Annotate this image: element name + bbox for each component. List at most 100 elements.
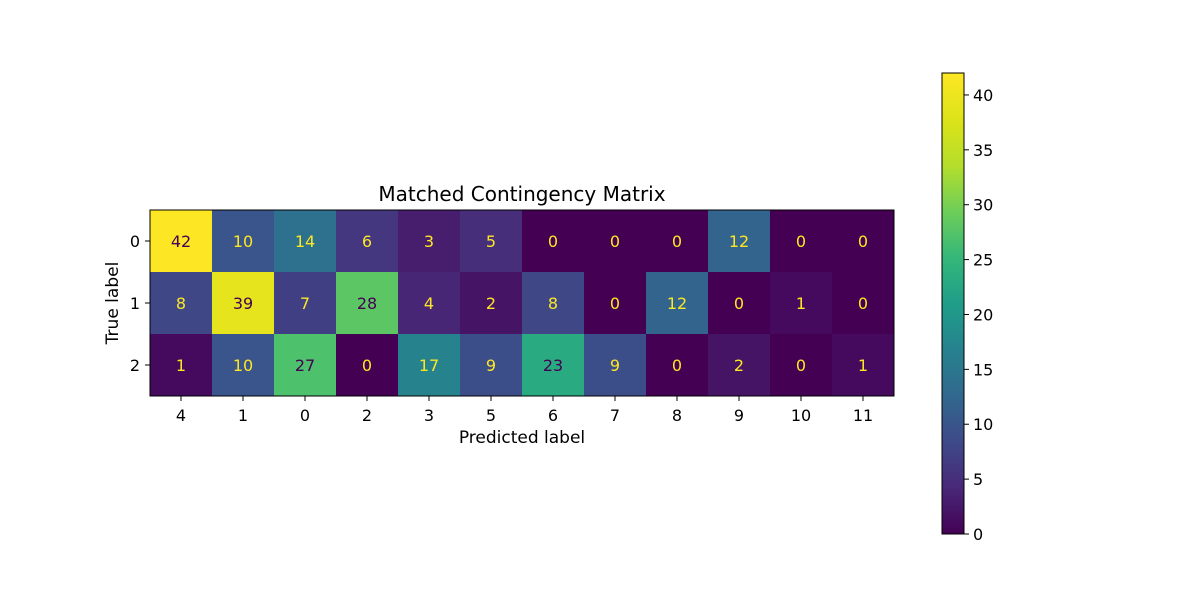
heatmap-cell: [522, 272, 584, 334]
cell-value-label: 8: [548, 294, 558, 313]
x-tick-label: 5: [486, 406, 496, 425]
heatmap-cell: [212, 272, 274, 334]
cell-value-label: 2: [486, 294, 496, 313]
heatmap-cell: [584, 334, 646, 396]
cell-value-label: 0: [672, 232, 682, 251]
y-tick-label: 2: [130, 356, 140, 375]
cell-value-label: 0: [858, 294, 868, 313]
heatmap-cell: [212, 210, 274, 272]
cell-value-label: 23: [543, 356, 563, 375]
heatmap-cell: [274, 210, 336, 272]
y-axis-label: True label: [103, 262, 123, 346]
heatmap-cells: 42 10 14 6 3 5 0 0 0 12 0 08 39 7 28 4 2 8 0 12 0 1 01 10 27 0 17 9…: [150, 210, 894, 396]
colorbar-tick-label: 10: [973, 415, 993, 434]
cell-value-label: 10: [233, 232, 253, 251]
cell-value-label: 0: [362, 356, 372, 375]
heatmap-cell: [150, 334, 212, 396]
colorbar-frame: [941, 72, 965, 535]
x-tick-label: 1: [238, 406, 248, 425]
cell-value-label: 0: [610, 294, 620, 313]
heatmap-cell: [522, 334, 584, 396]
cell-value-label: 7: [300, 294, 310, 313]
x-tick-label: 0: [300, 406, 310, 425]
x-tick-label: 2: [362, 406, 372, 425]
cell-value-label: 0: [548, 232, 558, 251]
heatmap-cell: [398, 210, 460, 272]
heatmap-cell: [646, 272, 708, 334]
heatmap-cell: [646, 210, 708, 272]
heatmap-cell: [708, 210, 770, 272]
x-tick-label: 7: [610, 406, 620, 425]
heatmap-cell: [708, 334, 770, 396]
heatmap-cell: [832, 334, 894, 396]
y-axis: 0 1 2: [130, 232, 150, 375]
colorbar-gradient: [942, 73, 964, 534]
colorbar-tick-label: 5: [973, 470, 983, 489]
cell-value-label: 0: [610, 232, 620, 251]
heatmap-cell: [708, 272, 770, 334]
heatmap-cell: [336, 272, 398, 334]
heatmap-cell: [398, 334, 460, 396]
x-tick-label: 6: [548, 406, 558, 425]
cell-value-label: 9: [486, 356, 496, 375]
heatmap-cell: [460, 334, 522, 396]
colorbar-tick-label: 30: [973, 196, 993, 215]
heatmap-cell: [460, 272, 522, 334]
heatmap-cell: [832, 210, 894, 272]
colorbar-tick-label: 40: [973, 86, 993, 105]
heatmap-cell: [522, 210, 584, 272]
cell-value-label: 2: [734, 356, 744, 375]
cell-value-label: 0: [672, 356, 682, 375]
heatmap-cell: [150, 272, 212, 334]
cell-value-label: 3: [424, 232, 434, 251]
colorbar-tick-label: 0: [973, 525, 983, 544]
cell-value-label: 9: [610, 356, 620, 375]
cell-value-label: 8: [176, 294, 186, 313]
x-tick-label: 10: [791, 406, 811, 425]
x-axis: 4 1 0 2 3 5 6 7 8 9 10 11: [176, 396, 873, 425]
heatmap-cell: [398, 272, 460, 334]
colorbar-tick-label: 20: [973, 305, 993, 324]
colorbar-tick-label: 15: [973, 360, 993, 379]
heatmap-cell: [460, 210, 522, 272]
cell-value-label: 4: [424, 294, 434, 313]
cell-value-label: 14: [295, 232, 315, 251]
cell-value-label: 12: [729, 232, 749, 251]
heatmap-cell: [150, 210, 212, 272]
heatmap-cell: [584, 210, 646, 272]
cell-value-label: 28: [357, 294, 377, 313]
heatmap-cell: [212, 334, 274, 396]
heatmap-cell: [274, 272, 336, 334]
heatmap-cell: [336, 210, 398, 272]
heatmap-cell: [646, 334, 708, 396]
cell-value-label: 0: [858, 232, 868, 251]
cell-value-label: 1: [796, 294, 806, 313]
x-axis-label: Predicted label: [459, 428, 585, 448]
heatmap-cell: [770, 334, 832, 396]
heatmap-cell: [336, 334, 398, 396]
heatmap-cell: [770, 272, 832, 334]
cell-value-label: 0: [796, 356, 806, 375]
x-tick-label: 9: [734, 406, 744, 425]
cell-value-label: 17: [419, 356, 439, 375]
colorbar-tick-label: 25: [973, 251, 993, 270]
heatmap-cell: [274, 334, 336, 396]
cell-value-label: 42: [171, 232, 191, 251]
cell-value-label: 0: [796, 232, 806, 251]
heatmap-cell: [584, 272, 646, 334]
y-tick-label: 0: [130, 232, 140, 251]
y-tick-label: 1: [130, 294, 140, 313]
cell-value-label: 27: [295, 356, 315, 375]
colorbar-tick-label: 35: [973, 141, 993, 160]
cell-value-label: 10: [233, 356, 253, 375]
x-tick-label: 4: [176, 406, 186, 425]
cell-value-label: 1: [858, 356, 868, 375]
cell-value-label: 6: [362, 232, 372, 251]
cell-value-label: 39: [233, 294, 253, 313]
heatmap-cell: [770, 210, 832, 272]
heatmap-cell: [832, 272, 894, 334]
x-tick-label: 8: [672, 406, 682, 425]
x-tick-label: 3: [424, 406, 434, 425]
cell-value-label: 5: [486, 232, 496, 251]
